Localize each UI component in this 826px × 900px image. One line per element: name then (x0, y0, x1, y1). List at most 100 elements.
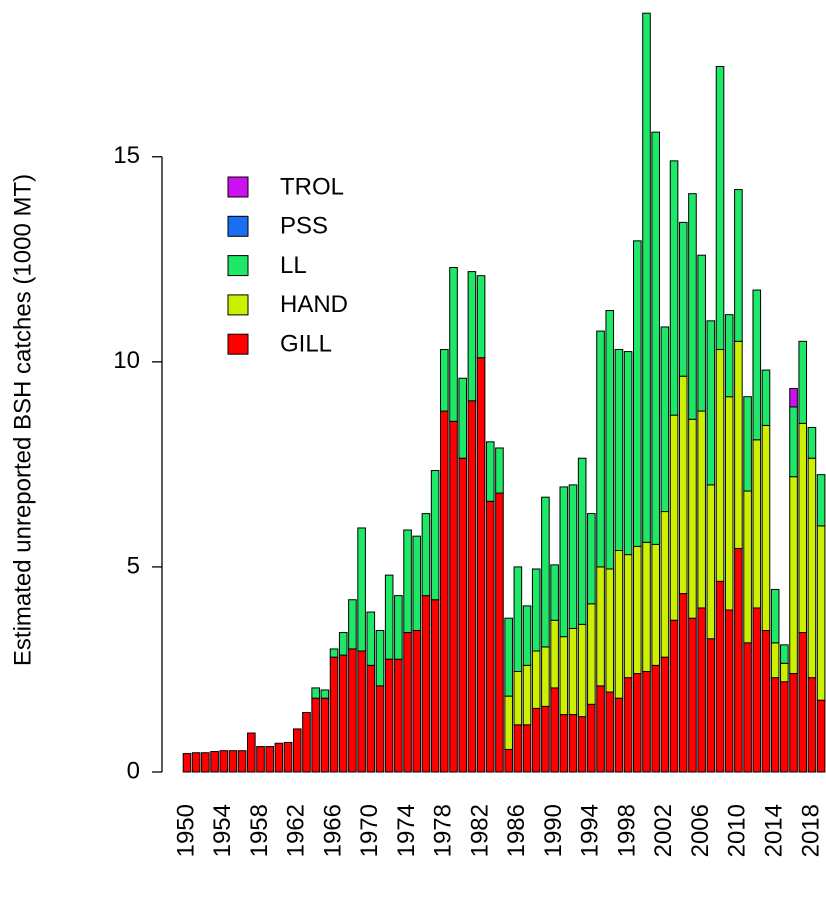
x-tick-label: 2006 (687, 804, 714, 857)
y-tick-label: 10 (113, 347, 140, 374)
bar-segment (734, 340, 743, 549)
bar-segment (329, 648, 339, 658)
bar-segment (504, 695, 513, 750)
bar-segment (605, 310, 615, 570)
bar-segment (678, 221, 688, 377)
bar-segment (559, 714, 569, 773)
bar-segment (375, 629, 385, 687)
bar-segment (715, 66, 725, 351)
bar-segment (587, 513, 596, 605)
bar-segment (375, 685, 385, 773)
bar-segment (513, 566, 523, 673)
bar-segment (798, 422, 808, 634)
bar-segment (430, 599, 440, 773)
legend-swatch (227, 176, 249, 198)
bar-segment (780, 681, 789, 773)
legend-label: GILL (280, 331, 332, 358)
bar-segment (651, 131, 660, 545)
legend-swatch (227, 333, 249, 355)
bar-segment (366, 664, 376, 773)
x-tick-label: 1990 (540, 804, 567, 857)
bar-segment (320, 689, 330, 699)
bar-segment (642, 671, 651, 773)
bar-segment (274, 742, 284, 773)
x-tick-label: 2002 (650, 804, 677, 857)
bar-segment (614, 697, 624, 773)
x-tick-label: 1994 (577, 804, 604, 857)
bar-segment (384, 658, 394, 773)
bar-segment (770, 588, 780, 644)
bar-segment (734, 189, 743, 342)
bar-segment (559, 636, 569, 716)
bar-segment (798, 632, 808, 773)
bar-segment (587, 603, 596, 705)
bar-segment (706, 484, 716, 640)
bar-segment (743, 396, 752, 492)
bar-segment (596, 330, 605, 568)
bar-segment (449, 267, 458, 422)
bar-segment (633, 240, 642, 547)
bar-segment (669, 619, 679, 773)
bar-segment (761, 369, 771, 426)
legend-label: TROL (280, 173, 344, 200)
bar-segment (541, 705, 550, 773)
bar-segment (605, 691, 615, 773)
bar-segment (789, 476, 798, 675)
bar-segment (715, 580, 725, 773)
bar-segment (550, 564, 559, 621)
bar-segment (485, 500, 495, 773)
bar-segment (348, 648, 357, 773)
bar-segment (678, 375, 688, 595)
bar-segment (697, 607, 706, 773)
bar-segment (329, 656, 339, 773)
bar-segment (706, 320, 716, 486)
bar-segment (660, 326, 670, 513)
bar-segment (596, 566, 605, 687)
bar-segment (752, 607, 762, 773)
bar-segment (688, 418, 697, 619)
bar-segment (394, 595, 403, 660)
bar-segment (770, 642, 780, 679)
bar-segment (550, 687, 559, 773)
bar-segment (522, 664, 532, 726)
bar-segment (201, 752, 210, 773)
bar-segment (789, 406, 798, 478)
bar-segment (357, 650, 366, 773)
bar-segment (412, 629, 422, 773)
bar-segment (338, 632, 348, 656)
bar-segment (550, 619, 559, 689)
bar-segment (219, 750, 229, 773)
bar-segment (688, 617, 697, 773)
x-tick-label: 1986 (503, 804, 530, 857)
bar-segment (522, 605, 532, 666)
bar-segment (614, 550, 624, 699)
bar-segment (577, 457, 587, 625)
bar-segment (761, 424, 771, 631)
bar-segment (237, 750, 247, 773)
bar-segment (623, 351, 633, 556)
bar-segment (752, 289, 762, 441)
bar-segment (614, 349, 624, 552)
bar-segment (467, 271, 477, 402)
bar-segment (476, 275, 486, 359)
bar-segment (715, 349, 725, 582)
legend-label: LL (280, 252, 307, 279)
bar-segment (485, 441, 495, 502)
bar-segment (752, 439, 762, 609)
bar-segment (678, 593, 688, 773)
bar-segment (311, 697, 320, 773)
bar-segment (724, 609, 734, 773)
bar-segment (283, 741, 293, 773)
bar-segment (449, 420, 458, 773)
bar-segment (660, 656, 670, 773)
bar-segment (559, 486, 569, 638)
x-tick-label: 1962 (283, 804, 310, 857)
bar-segment (348, 599, 357, 650)
bar-segment (513, 724, 523, 773)
x-tick-label: 1982 (466, 804, 493, 857)
bar-segment (495, 492, 504, 773)
legend-swatch (227, 215, 249, 237)
bar-segment (798, 340, 808, 424)
y-tick-label: 5 (127, 552, 140, 579)
y-tick-label: 0 (127, 757, 140, 784)
